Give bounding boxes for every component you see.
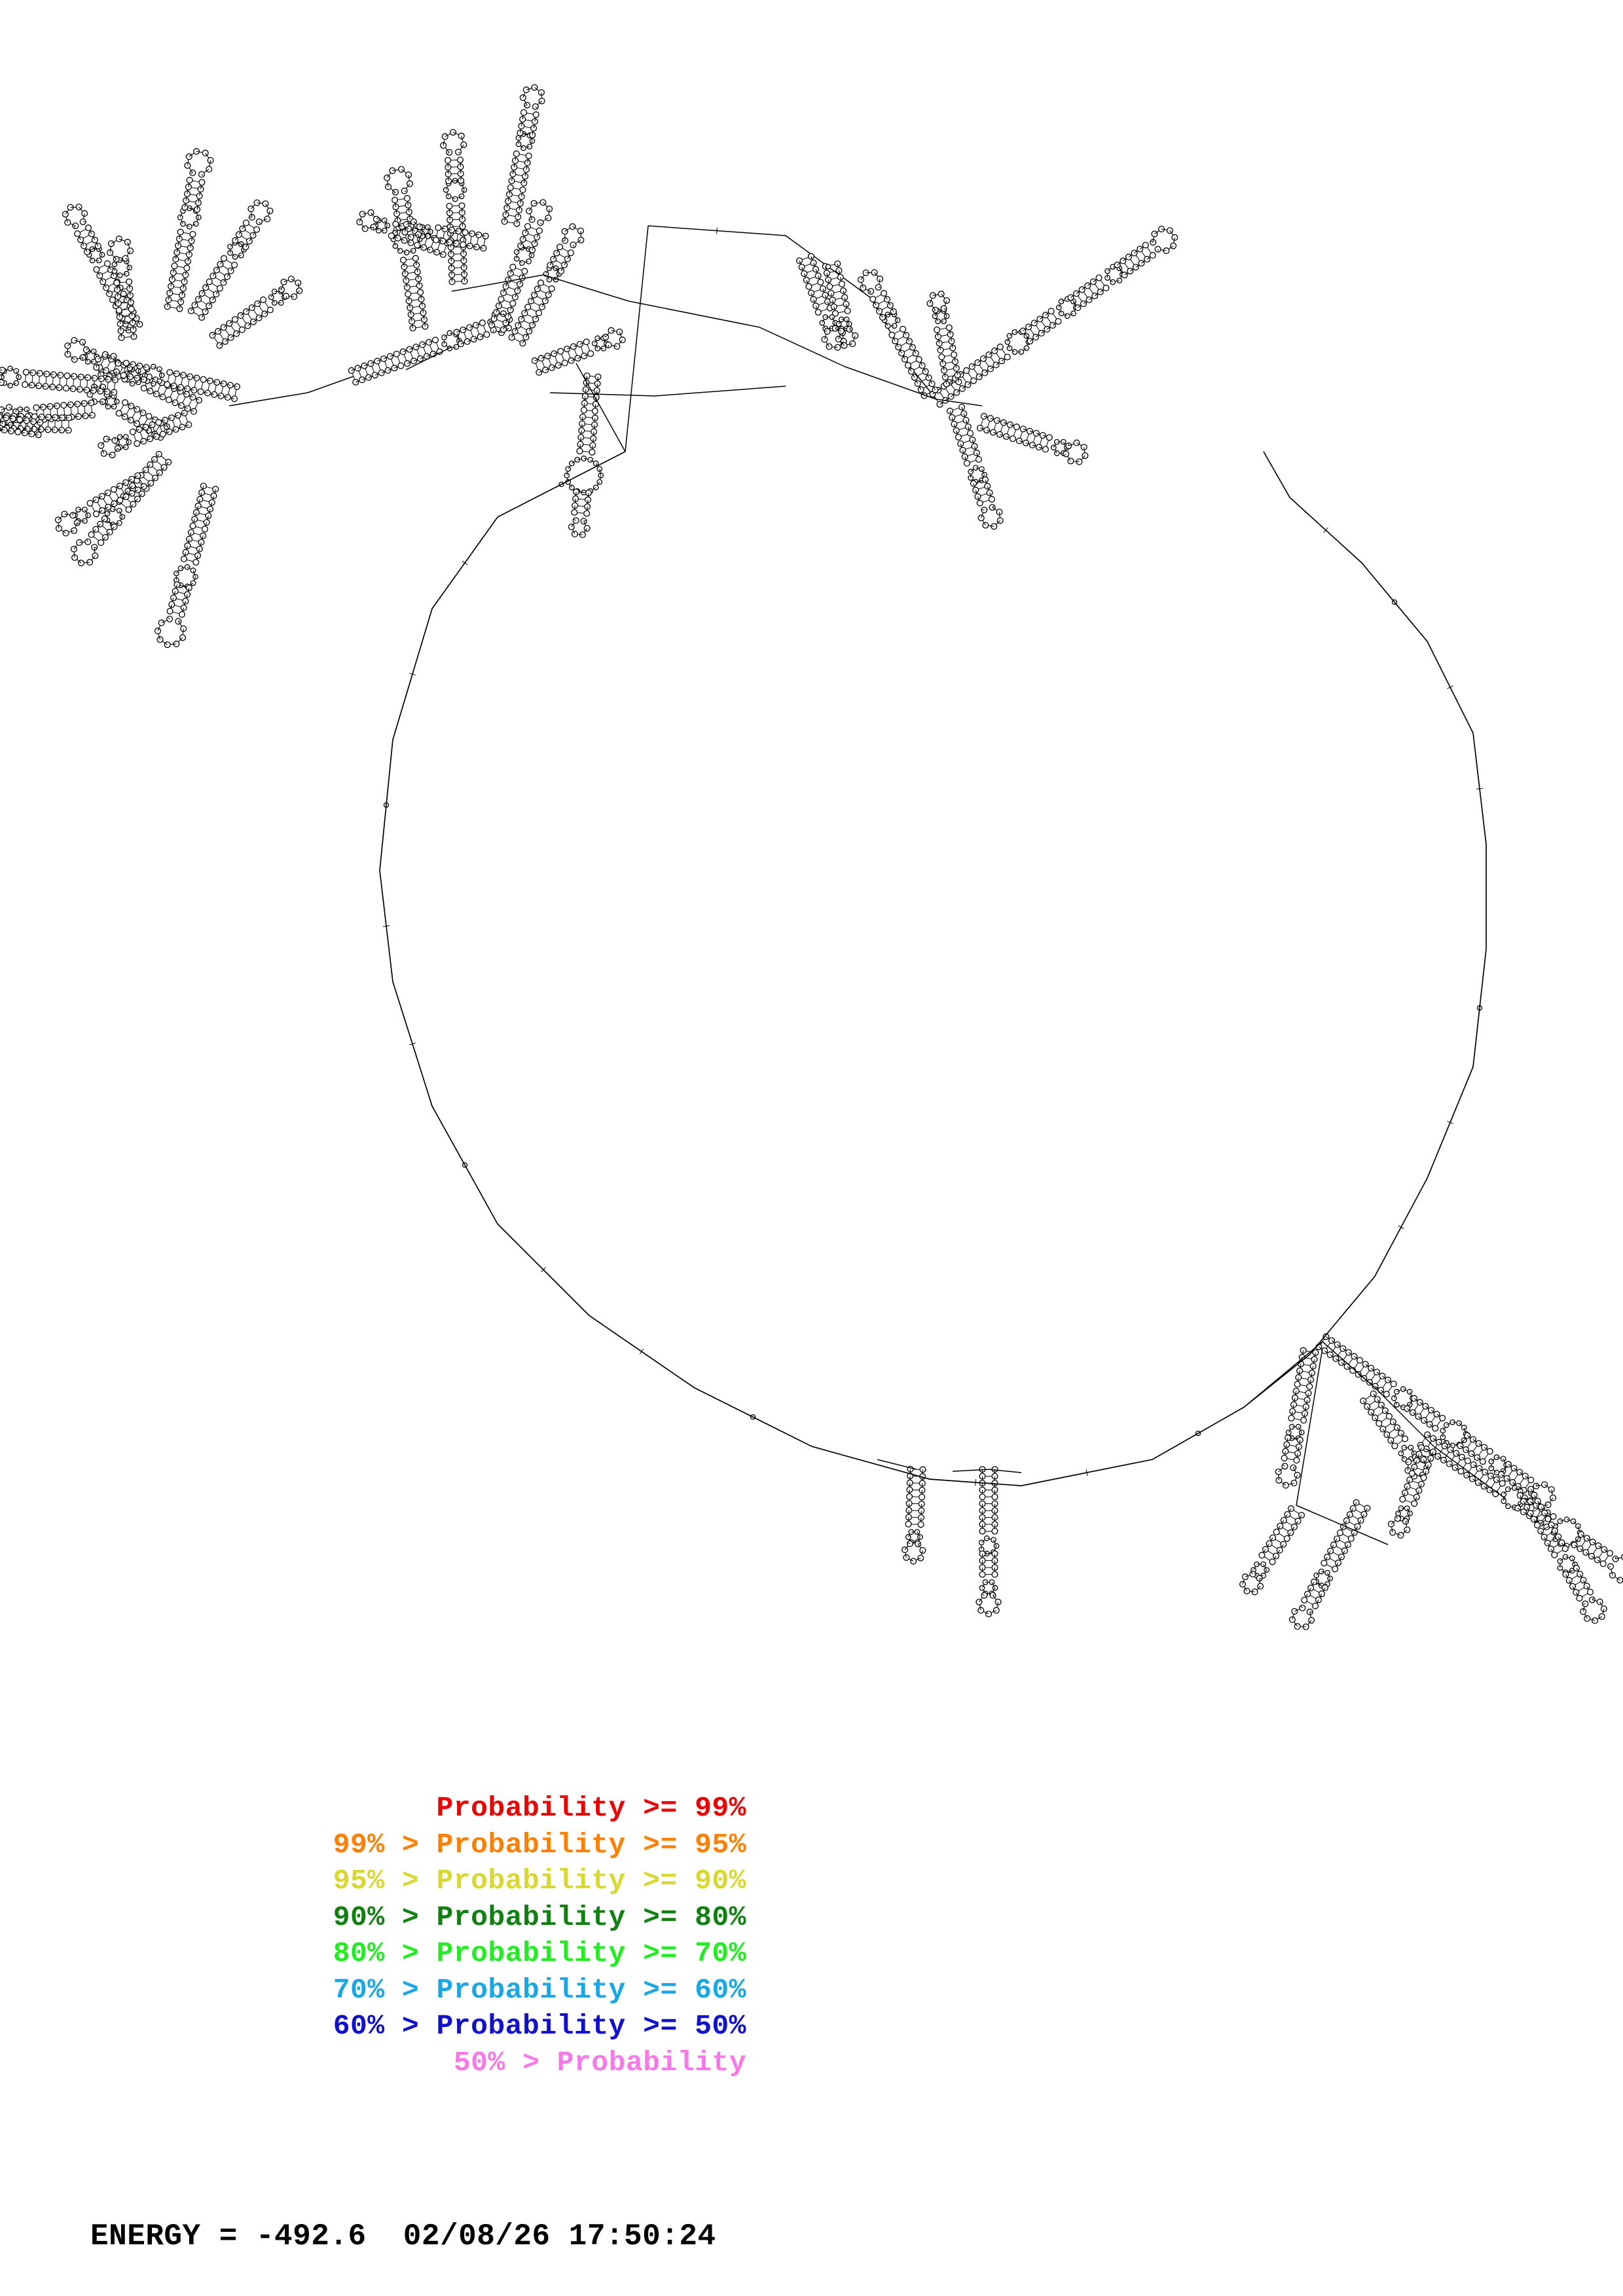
energy-footer: ENERGY = -492.6 02/08/26 17:50:24 — [90, 2219, 716, 2253]
legend-row-below-50: 50% > Probability — [453, 2046, 746, 2079]
legend-row-90: 95% > Probability >= 90% — [333, 1865, 746, 1897]
central-multibranch-loop — [379, 451, 1487, 1486]
probability-legend: Probability >= 99% 99% > Probability >= … — [0, 1790, 746, 2081]
structure-strokes — [0, 84, 1623, 1630]
legend-row-95: 99% > Probability >= 95% — [333, 1828, 746, 1861]
canvas-background — [0, 0, 1623, 1702]
legend-row-50: 60% > Probability >= 50% — [333, 2010, 746, 2042]
legend-row-70: 80% > Probability >= 70% — [333, 1937, 746, 1969]
rna-structure-drawing[interactable] — [0, 0, 1623, 1702]
legend-row-60: 70% > Probability >= 60% — [333, 1973, 746, 2006]
rna-structure-panel[interactable] — [0, 0, 1623, 1702]
legend-row-80: 90% > Probability >= 80% — [333, 1901, 746, 1933]
legend-row-99: Probability >= 99% — [436, 1792, 746, 1824]
